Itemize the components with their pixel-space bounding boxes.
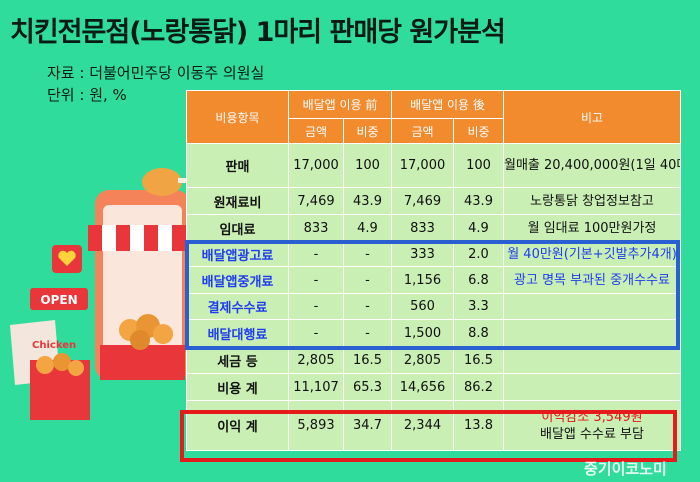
- profit-highlight-box: [180, 410, 677, 462]
- before-amount: 7,469: [288, 187, 344, 215]
- note: [503, 319, 681, 347]
- after-ratio: 100: [453, 143, 504, 188]
- row-name: 결제수수료: [186, 293, 289, 320]
- before-amount: 5,893: [288, 400, 344, 451]
- header-before: 배달앱 이용 前: [288, 90, 392, 119]
- row-name: 임대료: [186, 214, 289, 242]
- note: 배달앱 수수료 부담: [540, 426, 644, 442]
- watermark: 중기이코노미: [584, 460, 667, 478]
- after-amount: 560: [391, 293, 454, 320]
- after-amount: 2,805: [391, 346, 454, 374]
- after-amount: 1,156: [391, 266, 454, 294]
- before-ratio: -: [343, 293, 392, 320]
- after-ratio: 16.5: [453, 346, 504, 374]
- before-ratio: 34.7: [343, 400, 392, 451]
- row-name: 배달앱중개료: [186, 266, 289, 294]
- chicken-box-text: Chicken: [32, 340, 76, 351]
- header-amount: 금액: [288, 118, 344, 144]
- note: [503, 346, 681, 374]
- after-ratio: 3.3: [453, 293, 504, 320]
- note: 광고 명목 부과된 중개수수료: [503, 266, 681, 294]
- header-ratio: 비중: [453, 118, 504, 144]
- source-info: 자료 : 더불어민주당 이동주 의원실 단위 : 원, %: [47, 62, 264, 106]
- table-row: 판매 17,000 100 17,000 100 월매출 20,400,000원…: [186, 143, 681, 188]
- table-row: 배달대행료 - - 1,500 8.8: [186, 319, 681, 347]
- open-sign: [30, 288, 88, 310]
- before-amount: 17,000: [288, 143, 344, 188]
- table-row: 배달앱중개료 - - 1,156 6.8 광고 명목 부과된 중개수수료: [186, 266, 681, 294]
- chicken-shop-illustration: OPEN Chicken: [10, 168, 200, 420]
- page-title: 치킨전문점(노랑통닭) 1마리 판매당 원가분석: [10, 17, 506, 48]
- after-ratio: 4.9: [453, 214, 504, 242]
- header-item: 비용항목: [186, 90, 289, 144]
- before-ratio: 4.9: [343, 214, 392, 242]
- before-amount: 11,107: [288, 373, 344, 401]
- before-ratio: 65.3: [343, 373, 392, 401]
- app-fees-highlight-box: [185, 240, 680, 350]
- before-ratio: 100: [343, 143, 392, 188]
- header-note: 비고: [503, 90, 681, 144]
- before-amount: 2,805: [288, 346, 344, 374]
- row-name: 세금 등: [186, 346, 289, 374]
- after-amount: 333: [391, 241, 454, 267]
- table-header-row: 비용항목 배달앱 이용 前 배달앱 이용 後 비고: [186, 90, 681, 144]
- header-amount: 금액: [391, 118, 454, 144]
- after-amount: 1,500: [391, 319, 454, 347]
- heart-bubble-icon: [52, 245, 82, 273]
- header-ratio: 비중: [343, 118, 392, 144]
- table-row: 세금 등 2,805 16.5 2,805 16.5: [186, 346, 681, 374]
- table-row: 이익 계 5,893 34.7 2,344 13.8 이익감소 3,549원 배…: [186, 400, 681, 451]
- table-subheader-row: 금액 비중 금액 비중: [187, 118, 681, 144]
- after-amount: 14,656: [391, 373, 454, 401]
- before-amount: 833: [288, 214, 344, 242]
- note: 노랑통닭 창업정보참고: [503, 187, 681, 215]
- after-ratio: 8.8: [453, 319, 504, 347]
- before-ratio: 16.5: [343, 346, 392, 374]
- after-amount: 17,000: [391, 143, 454, 188]
- row-name: 판매: [186, 143, 289, 188]
- table-row: 비용 계 11,107 65.3 14,656 86.2: [186, 373, 681, 401]
- cost-analysis-table: 비용항목 배달앱 이용 前 배달앱 이용 後 비고 금액 비중 금액 비중 판매…: [186, 90, 681, 451]
- source-text: 자료 : 더불어민주당 이동주 의원실: [47, 64, 265, 82]
- after-amount: 833: [391, 214, 454, 242]
- after-ratio: 43.9: [453, 187, 504, 215]
- before-amount: -: [288, 266, 344, 294]
- table-row: 임대료 833 4.9 833 4.9 월 임대료 100만원가정: [186, 214, 681, 242]
- after-ratio: 13.8: [453, 400, 504, 451]
- note: [503, 373, 681, 401]
- note: 월 임대료 100만원가정: [503, 214, 681, 242]
- after-amount: 7,469: [391, 187, 454, 215]
- row-name: 비용 계: [186, 373, 289, 401]
- row-name: 원재료비: [186, 187, 289, 215]
- unit-text: 단위 : 원, %: [47, 86, 127, 104]
- after-amount: 2,344: [391, 400, 454, 451]
- after-ratio: 86.2: [453, 373, 504, 401]
- open-sign-text: OPEN: [40, 293, 77, 307]
- fried-chicken-icon: [119, 314, 173, 350]
- header-after: 배달앱 이용 後: [391, 90, 504, 119]
- awning-icon: [88, 225, 198, 251]
- chicken-box-icon: [10, 320, 90, 420]
- table-row: 결제수수료 - - 560 3.3: [186, 293, 681, 320]
- before-ratio: -: [343, 266, 392, 294]
- row-name: 이익 계: [186, 400, 289, 451]
- before-ratio: 43.9: [343, 187, 392, 215]
- note: 월매출 20,400,000원(1일 40마리 판매, 1달 30일 가정): [503, 143, 681, 188]
- table-row: 원재료비 7,469 43.9 7,469 43.9 노랑통닭 창업정보참고: [186, 187, 681, 215]
- before-ratio: -: [343, 319, 392, 347]
